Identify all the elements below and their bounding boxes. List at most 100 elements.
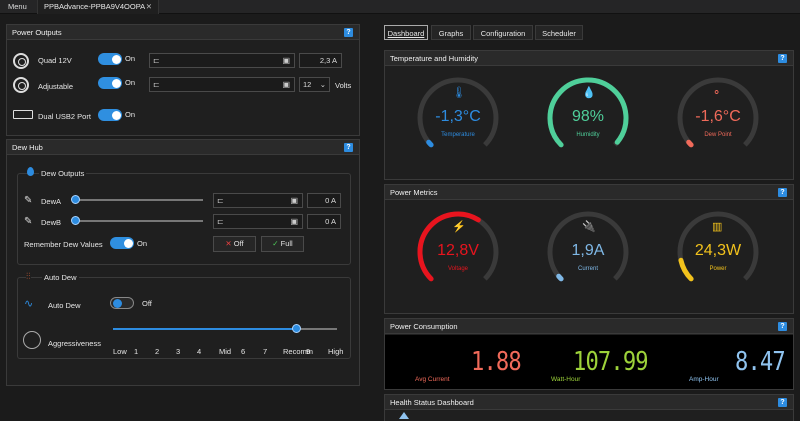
help-icon[interactable]: ? [778,398,787,407]
dew-off-button-label: Off [233,239,244,248]
remember-dew-toggle[interactable] [110,237,134,249]
power-metrics-title: Power Metrics [390,188,438,197]
gauge-value: 12,8V [437,242,479,259]
temp-humidity-panel: Temperature and Humidity ? 🌡 -1,3°C Temper… [384,50,794,180]
aggressiveness-label: Aggressiveness [48,339,101,348]
health-status-panel: Health Status Dashboard ? [384,394,794,421]
tag-icon: ⊏ [153,80,160,89]
adjustable-name-field[interactable]: ⊏ ▣ [149,77,295,92]
menu-button[interactable]: Menu [8,2,27,11]
gauge-level-arc [426,139,434,148]
dew-b-value: 0 A [307,214,341,229]
thermometers-icon: ⫶⫶ [26,271,31,282]
auto-dew-toggle[interactable] [110,297,134,309]
gauge-label: Current [577,266,598,272]
quad-port-icon [13,53,29,69]
power-outputs-header: Power Outputs ? [7,25,359,40]
dew-a-slider-thumb[interactable] [71,195,80,204]
aggressiveness-tick-label: 1 [134,347,139,356]
document-tab-label: PPBAdvance-PPBA9V4OOPA [44,2,146,11]
gauge-value: 98% [571,108,605,125]
gauge-track [547,211,629,281]
help-icon[interactable]: ? [778,322,787,331]
voltage-select[interactable]: 12 ⌄ [299,77,330,92]
auto-dew-group [17,277,351,359]
dew-b-slider[interactable] [75,220,203,222]
dew-point-icon: ⚬ [712,87,722,99]
aggressiveness-tick-label: 3 [176,347,181,356]
dew-hub-title: Dew Hub [12,143,43,152]
gauge-level-arc [417,211,481,282]
tab-configuration[interactable]: Configuration [473,25,533,40]
help-icon[interactable]: ? [344,28,353,37]
gauge-voltage [417,211,499,282]
save-icon[interactable]: ▣ [290,196,298,205]
usb-toggle[interactable] [98,109,122,121]
save-icon[interactable]: ▣ [290,217,298,226]
aggressiveness-slider-thumb[interactable] [291,324,301,333]
tab-dashboard[interactable]: Dashboard [384,25,428,40]
health-status-title: Health Status Dashboard [390,398,474,407]
document-tab[interactable]: PPBAdvance-PPBA9V4OOPA ✕ [37,0,159,14]
gauge-temperature [417,77,499,148]
dew-a-name-field[interactable]: ⊏ ▣ [213,193,303,208]
check-icon: ✓ [272,239,281,248]
watt-hour-label: Watt-Hour [551,376,581,383]
tag-icon: ⊏ [153,56,160,65]
dew-full-button-label: Full [280,239,293,248]
dew-a-value: 0 A [307,193,341,208]
remember-dew-toggle-label: On [137,239,148,248]
thermometer-icon: 🌡 [452,87,466,99]
avg-current-value: 1.88 [471,347,522,377]
aggressiveness-tick-label: 6 [241,347,246,356]
help-icon[interactable]: ? [344,143,353,152]
dew-full-button[interactable]: ✓ Full [261,236,304,252]
consumption-display [385,335,793,389]
aggressiveness-slider-fill [113,328,297,330]
quad-toggle[interactable] [98,53,122,65]
auto-dew-toggle-label: Off [142,299,152,308]
help-icon[interactable]: ? [778,188,787,197]
tab-graphs[interactable]: Graphs [431,25,471,40]
dew-b-label: DewB [41,218,62,227]
dew-outputs-title: Dew Outputs [39,169,87,178]
close-tab-icon[interactable]: ✕ [145,2,152,11]
lightning-icon: ⚡ [452,221,466,233]
save-icon[interactable]: ▣ [282,56,290,65]
adjustable-label: Adjustable [38,82,74,91]
aggressiveness-tick-label: 4 [197,347,202,356]
humidity-icon: 💧 [582,87,596,99]
adjustable-port-icon [13,77,29,93]
gauge-level-arc [678,257,694,282]
dew-off-button[interactable]: ✕ Off [213,236,256,252]
dew-b-name-field[interactable]: ⊏ ▣ [213,214,303,229]
dew-heater-icon: ✎ [24,216,33,227]
auto-dew-label: Auto Dew [48,301,81,310]
gauge-label: Dew Point [704,132,732,138]
gauge-value: 1,9A [571,242,605,259]
tab-scheduler[interactable]: Scheduler [535,25,583,40]
watt-hour-value: 107.99 [573,347,649,377]
dew-heater-icon: ✎ [24,195,33,206]
gauge-dew-point [677,77,759,148]
dew-b-slider-thumb[interactable] [71,216,80,225]
quad-name-field[interactable]: ⊏ ▣ [149,53,295,68]
aggressiveness-tick-label: 7 [263,347,268,356]
aggressiveness-tick-label: 9 [306,347,311,356]
auto-dew-icon: ∿ [24,298,34,310]
adjustable-toggle[interactable] [98,77,122,89]
amp-hour-label: Amp-Hour [689,376,719,383]
save-icon[interactable]: ▣ [282,80,290,89]
power-outputs-title: Power Outputs [12,28,62,37]
gauge-level-arc [547,77,629,148]
gauge-track [677,77,759,147]
health-status-header: Health Status Dashboard ? [385,395,793,410]
plug-icon: 🔌 [582,221,596,233]
power-outputs-panel: Power Outputs ? Quad 12V On ⊏ ▣ 2,3 A Ad… [6,24,360,136]
remember-dew-label: Remember Dew Values [24,240,103,249]
help-icon[interactable]: ? [778,54,787,63]
gauge-level-arc [686,139,694,148]
gauge-level-arc [556,273,564,282]
adjustable-toggle-label: On [125,78,136,87]
dew-a-slider[interactable] [75,199,203,201]
